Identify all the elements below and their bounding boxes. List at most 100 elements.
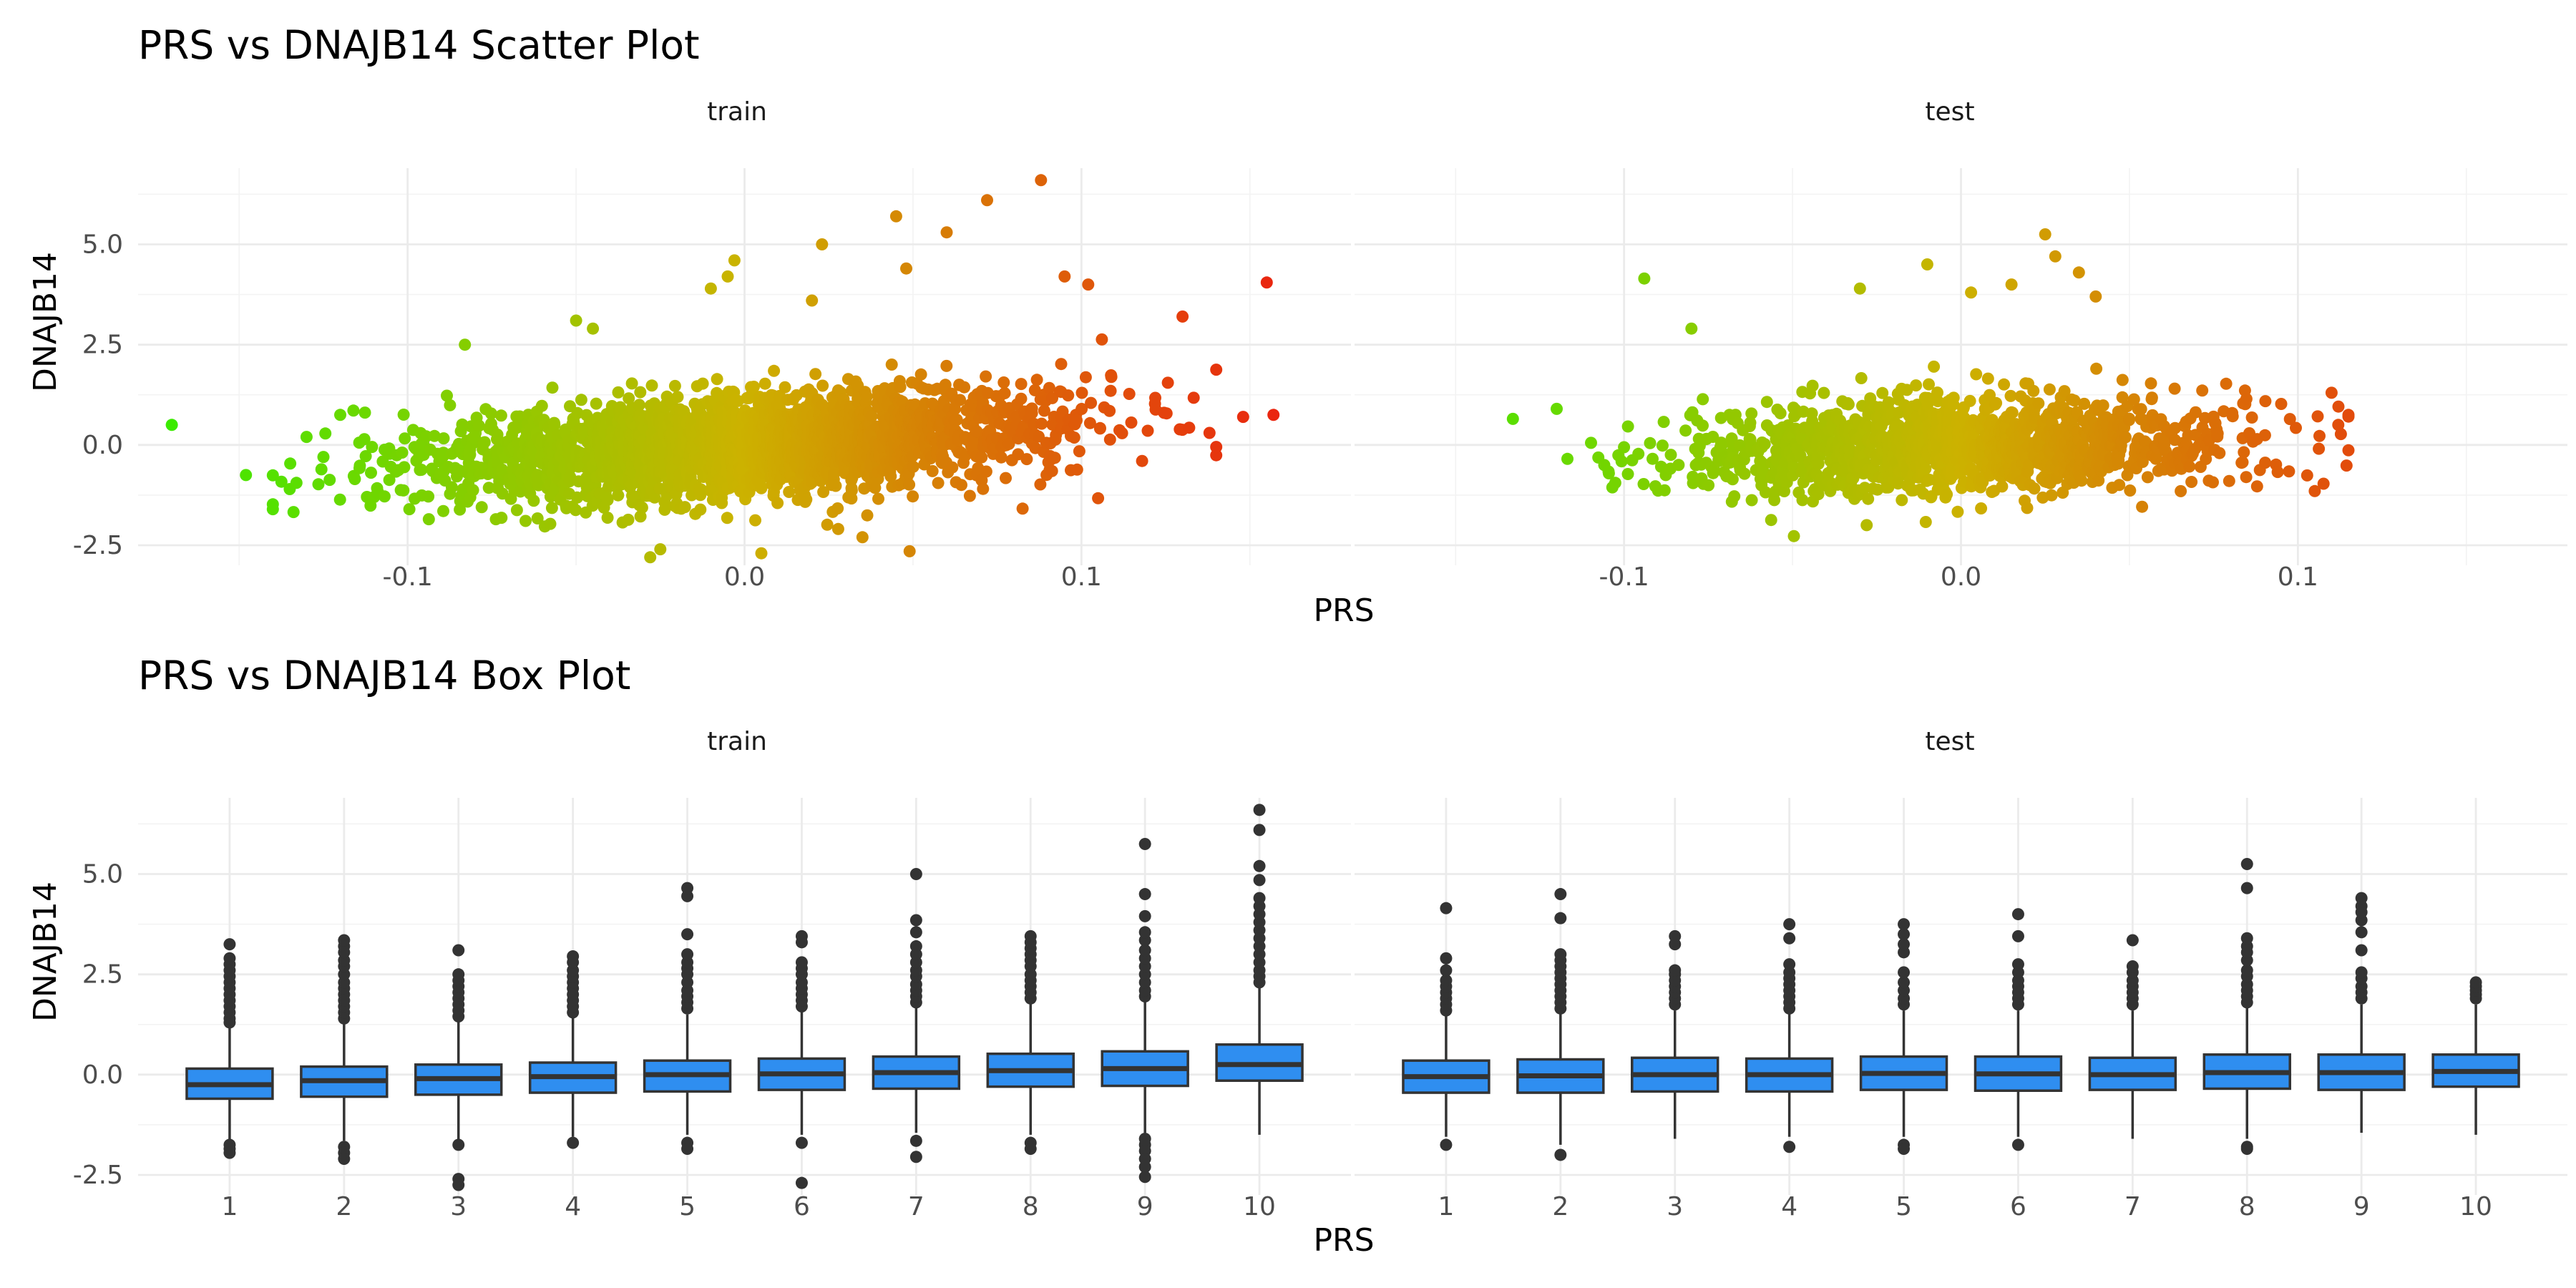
scatter-point [1551,402,1563,415]
box-outlier-point [1440,964,1453,977]
scatter-point [1073,445,1085,458]
scatter-point [2072,266,2085,279]
box-outlier-point [1669,930,1682,942]
scatter-point [535,399,548,412]
scatter-point [378,490,391,503]
scatter-point [2211,427,2224,440]
scatter-point [1015,378,1028,391]
scatter-point [1637,478,1650,490]
scatter-point [721,270,734,283]
scatter-point [635,501,648,514]
box-x-tick-label: 5 [1896,1192,1912,1221]
scatter-point [1210,364,1223,376]
scatter-point [1035,174,1048,187]
scatter-x-tick-label: 0.0 [1941,562,1981,592]
scatter-point [315,463,328,476]
scatter-point [2325,386,2338,399]
box-outlier-point [795,1176,808,1189]
scatter-point [275,475,288,488]
scatter-point [601,512,614,524]
scatter-point [1561,452,1574,465]
scatter-point [2175,484,2187,497]
scatter-point [1506,412,1519,425]
scatter-figure: PRS vs DNAJB14 Scatter Plot train test -… [27,22,2567,629]
box-y-tick-label: 0.0 [82,1060,123,1090]
scatter-point [1187,391,1200,404]
scatter-point [1015,392,1028,405]
box-outlier-point [2126,960,2139,972]
scatter-point [1774,407,1787,419]
scatter-point [165,419,178,431]
scatter-point [1070,463,1083,476]
scatter-test-points [1506,228,2355,542]
scatter-point [748,381,760,393]
scatter-point [478,436,491,449]
scatter-point [1765,514,1777,527]
box-outlier-point [2355,944,2368,957]
scatter-point [955,479,967,492]
box-x-tick-label: 3 [1667,1192,1683,1221]
scatter-point [1236,411,1249,424]
scatter-point [711,373,723,386]
scatter-point [266,503,279,516]
box-outlier-point [452,944,465,957]
box-outlier-point [2011,930,2024,942]
scatter-point [2005,278,2018,291]
scatter-point [312,478,325,491]
scatter-point [358,433,371,446]
scatter-title: PRS vs DNAJB14 Scatter Plot [138,22,700,68]
scatter-point [2145,377,2157,390]
scatter-point [1000,472,1012,484]
scatter-point [1702,479,1715,492]
scatter-point [2027,384,2040,397]
scatter-point [2334,428,2347,441]
scatter-point [1965,286,1978,299]
scatter-y-tick-label: 5.0 [82,230,123,260]
scatter-point [1161,376,1174,389]
scatter-x-tick-label: 0.1 [1061,562,1102,592]
scatter-point [287,506,300,519]
scatter-point [300,431,313,444]
scatter-point [1621,468,1634,480]
scatter-point [940,226,953,239]
scatter-point [1657,416,1670,429]
scatter-point [1855,372,1868,384]
scatter-point [1963,394,1976,407]
scatter-point [2223,474,2235,487]
scatter-point [1745,494,1758,507]
box-outlier-point [1898,918,1911,931]
scatter-point [437,432,450,445]
box-y-tick-label: -2.5 [73,1161,123,1190]
scatter-point [2028,482,2041,495]
box-x-tick-label: 8 [2239,1192,2255,1221]
scatter-point [2113,479,2126,492]
scatter-point [831,522,844,535]
scatter-point [266,469,279,482]
scatter-point [860,390,873,403]
scatter-point [900,262,912,275]
box-outlier-point [909,1151,922,1163]
box-x-tick-label: 4 [1781,1192,1797,1221]
scatter-point [755,547,768,560]
scatter-point [527,494,540,507]
scatter-point [1787,530,1800,542]
scatter-point [2213,447,2226,459]
scatter-point [1103,404,1116,417]
scatter-point [696,377,709,390]
scatter-point [1656,439,1669,452]
box-outlier-point [795,930,808,942]
box-train-boxes [185,804,1304,1191]
scatter-point [2185,476,2198,488]
box-train-grid [138,798,1351,1195]
scatter-point [323,474,336,487]
scatter-point [1921,258,1933,270]
scatter-point [544,517,557,530]
scatter-point [1806,379,1819,392]
scatter-point [2245,411,2258,424]
box-y-tick-label: 2.5 [82,960,123,990]
scatter-point [654,543,667,556]
scatter-point [1726,473,1739,486]
scatter-point [347,404,360,417]
scatter-point [1758,438,1771,451]
scatter-point [570,504,582,517]
